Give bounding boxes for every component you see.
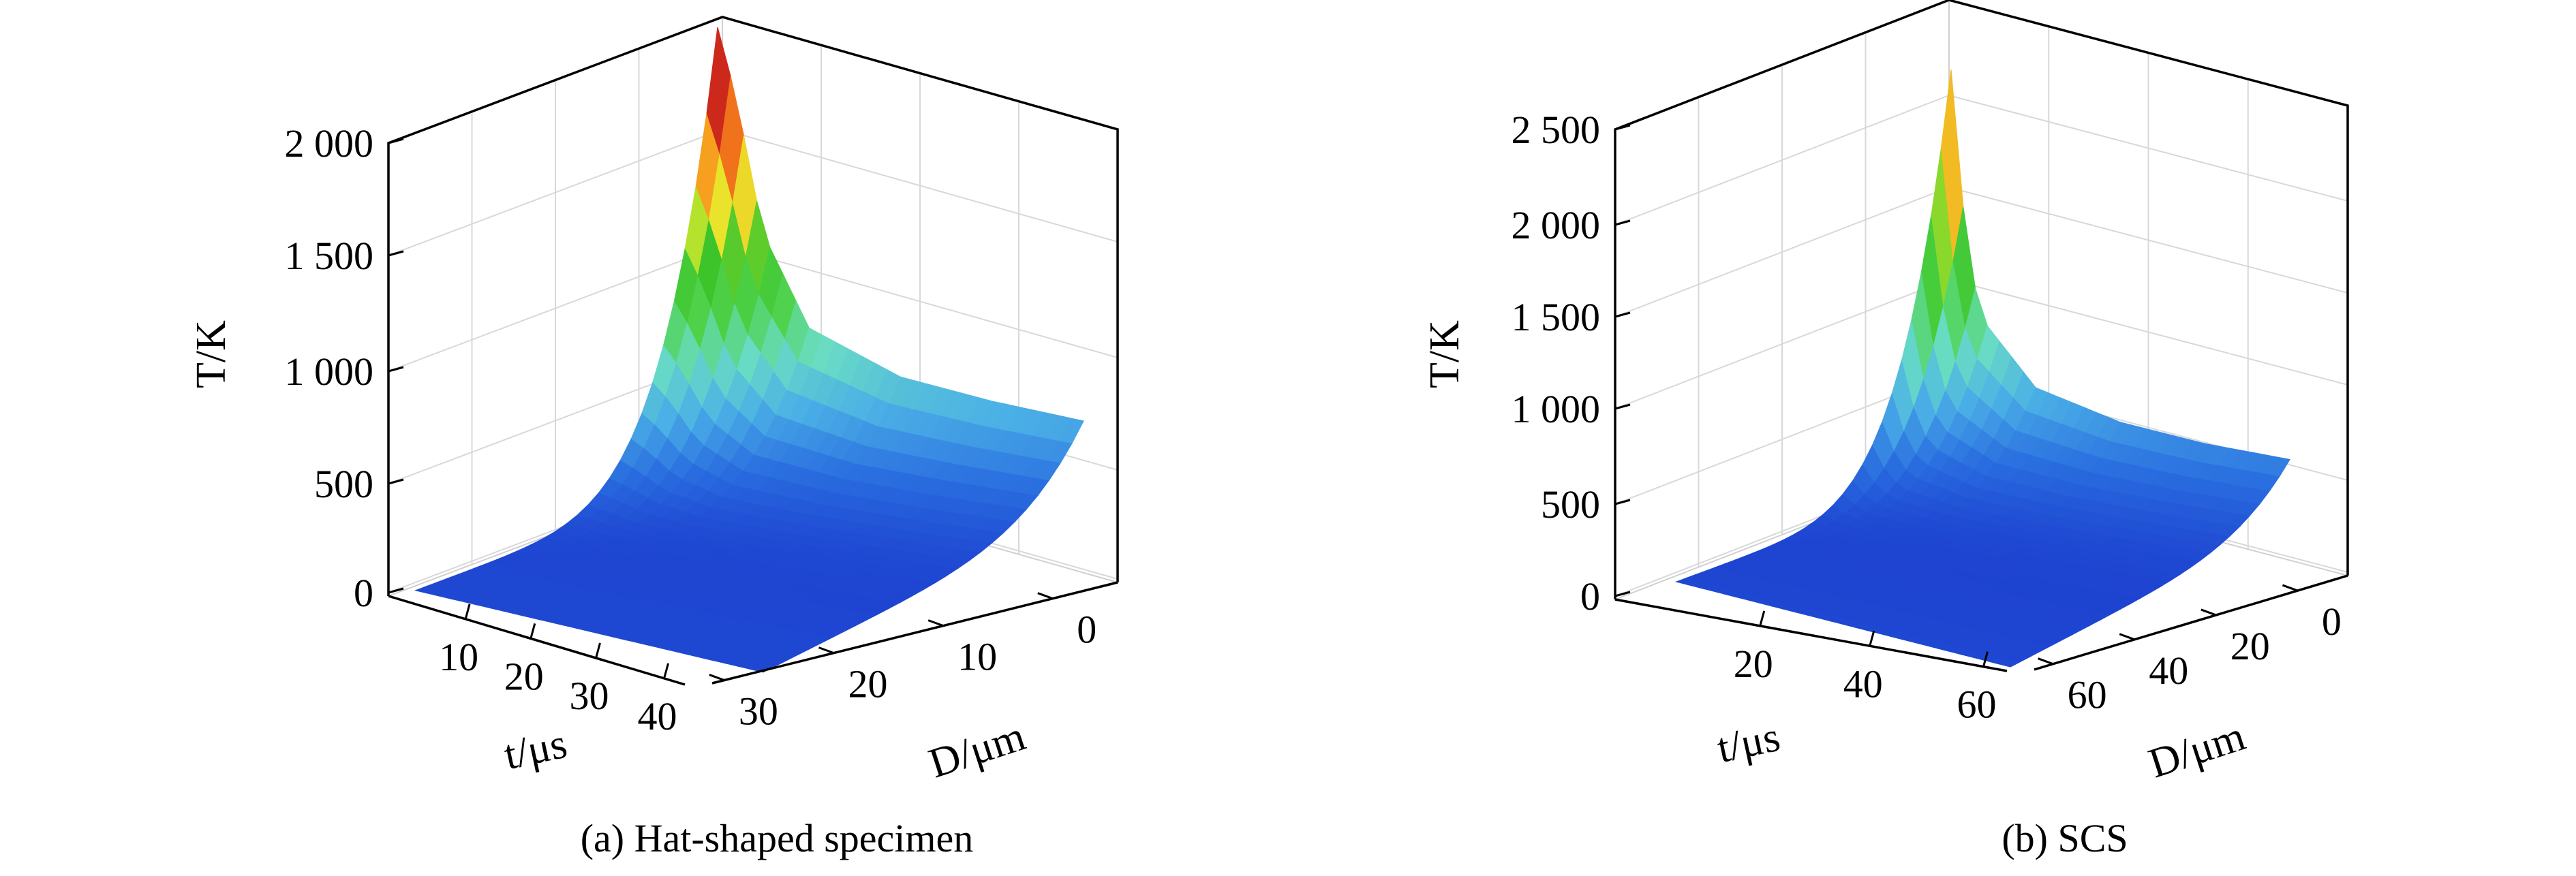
temperature-surface (414, 27, 1084, 673)
t-axis-label: t/μs (1713, 714, 1784, 772)
panel-b-surface-plot: 0 500 1 000 1 500 2 000 2 500 20 40 60 0 20 40 60 T/K… (1422, 0, 2349, 860)
z-tick-label: 2 500 (1512, 108, 1601, 152)
d-tick-label: 10 (957, 635, 997, 679)
t-tick-mark (663, 663, 669, 679)
panel-a-surface-plot: 0 500 1 000 1 500 2 000 10 20 30 40 0 10 20 30 T/K t/μ… (188, 16, 1119, 860)
axes-box (1614, 0, 2349, 672)
z-tick-mark (1614, 403, 1631, 410)
z-tick-label: 1 000 (1512, 387, 1601, 431)
d-tick-mark (1037, 592, 1054, 600)
t-tick-mark (1869, 630, 1875, 646)
d-tick-mark (2038, 657, 2054, 666)
t-tick-mark (464, 604, 471, 620)
z-tick-mark (1614, 591, 1631, 597)
z-tick-mark (1614, 499, 1631, 505)
surface-patch (2267, 456, 2290, 477)
d-axis-line (2034, 574, 2348, 671)
d-tick-mark (2282, 584, 2298, 592)
axes-box (387, 16, 1119, 686)
d-tick-label: 0 (2322, 599, 2342, 644)
z-ticks: 0 500 1 000 1 500 2 000 2 500 (1512, 108, 1631, 619)
panel-caption: (a) Hat-shaped specimen (581, 816, 974, 860)
d-tick-mark (2201, 608, 2217, 616)
z-tick-label: 500 (1541, 482, 1600, 527)
z-tick-label: 1 500 (285, 234, 374, 278)
d-ticks: 0 20 40 60 (2038, 584, 2342, 717)
t-tick-mark (1759, 610, 1766, 627)
d-tick-label: 60 (2068, 673, 2107, 717)
z-tick-label: 1 000 (285, 349, 374, 394)
t-tick-label: 40 (1843, 661, 1883, 706)
d-tick-mark (818, 646, 835, 655)
t-tick-mark (595, 642, 601, 659)
box-outline (387, 16, 1119, 596)
t-axis-label: t/μs (500, 721, 571, 779)
t-tick-label: 20 (1734, 642, 1773, 686)
z-tick-mark (388, 138, 404, 144)
z-axis-label: T/K (1422, 320, 1468, 388)
temperature-surface (1674, 69, 2290, 668)
d-axis-label: D/μm (923, 713, 1030, 787)
z-tick-label: 0 (354, 571, 373, 615)
d-tick-label: 40 (2149, 648, 2188, 693)
d-tick-label: 20 (2230, 624, 2270, 668)
z-tick-mark (388, 478, 404, 485)
t-tick-label: 30 (570, 674, 609, 718)
t-tick-label: 20 (504, 654, 544, 698)
t-tick-mark (530, 623, 536, 639)
surface-patch (1058, 418, 1084, 444)
z-tick-label: 1 500 (1512, 295, 1601, 339)
z-tick-mark (1614, 124, 1631, 131)
z-tick-mark (1614, 311, 1631, 318)
t-ticks: 10 20 30 40 (439, 604, 677, 738)
panel-caption: (b) SCS (2002, 816, 2128, 860)
d-ticks: 0 10 20 30 (709, 592, 1097, 734)
t-tick-label: 10 (439, 635, 478, 679)
d-tick-label: 20 (848, 662, 888, 706)
z-tick-mark (388, 250, 404, 257)
box-outline (1614, 0, 2349, 599)
d-tick-mark (709, 674, 725, 681)
d-tick-mark (2119, 633, 2135, 641)
z-ticks: 0 500 1 000 1 500 2 000 (285, 121, 404, 615)
d-axis-label: D/μm (2143, 713, 2250, 787)
z-tick-label: 2 000 (285, 121, 374, 166)
z-tick-mark (1614, 219, 1631, 226)
t-axis-line (1614, 598, 2008, 672)
t-ticks: 20 40 60 (1734, 610, 1997, 727)
z-tick-label: 0 (1580, 574, 1600, 619)
d-tick-label: 30 (739, 689, 778, 734)
d-tick-mark (927, 619, 944, 627)
d-tick-label: 0 (1077, 608, 1097, 652)
d-axis-line (711, 581, 1118, 685)
z-axis-label: T/K (188, 320, 234, 388)
t-tick-mark (1982, 651, 1989, 668)
t-tick-label: 60 (1957, 683, 1997, 727)
z-tick-mark (388, 587, 404, 594)
z-tick-label: 500 (314, 462, 373, 506)
z-tick-label: 2 000 (1512, 203, 1601, 247)
t-tick-label: 40 (638, 694, 677, 738)
z-tick-mark (388, 366, 404, 373)
t-axis-line (388, 595, 686, 686)
